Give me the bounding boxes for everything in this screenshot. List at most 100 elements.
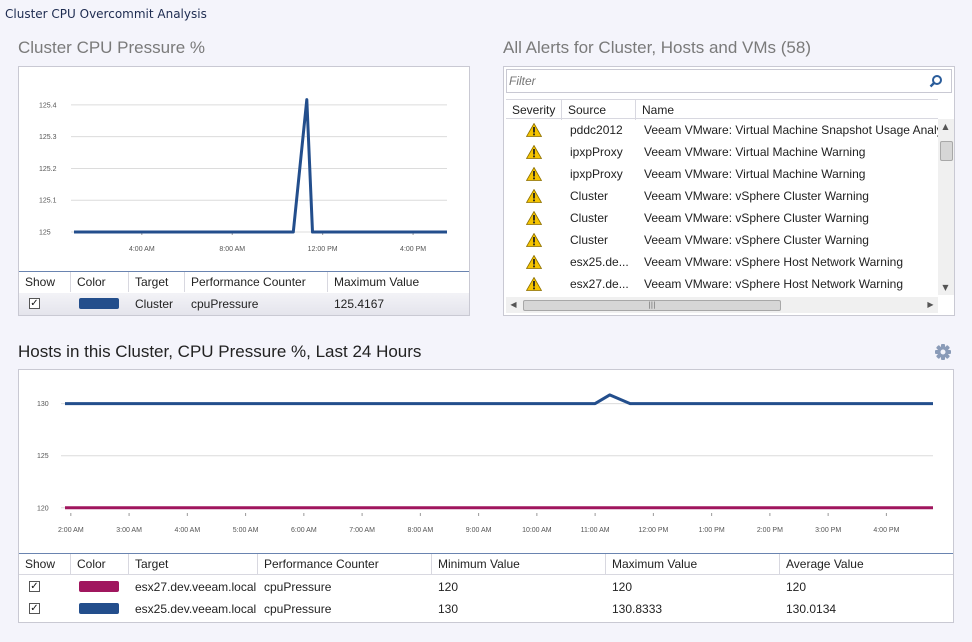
x-tick-label: 3:00 AM — [116, 527, 142, 534]
alerts-table: Severity Source Name pddc2012 Veeam VMwar… — [506, 99, 938, 295]
avg-value-cell: 120 — [786, 580, 807, 594]
col-name[interactable]: Name — [642, 103, 675, 117]
y-tick-label: 125.4 — [39, 102, 57, 109]
x-tick-label: 2:00 AM — [58, 527, 84, 534]
scroll-down-button[interactable]: ▼ — [942, 283, 949, 292]
warning-icon — [526, 189, 542, 203]
col-color[interactable]: Color — [71, 272, 129, 292]
table-row[interactable]: Cluster Veeam VMware: vSphere Cluster War… — [506, 229, 938, 251]
hosts-series-table: Show Color Target Performance Counter Mi… — [19, 553, 953, 623]
hosts-chart: 120 125 130 2:00 AM 3:00 AM 4:00 AM 5:00 AM 6:0… — [37, 393, 933, 534]
hosts-chart-title: Hosts in this Cluster, CPU Pressure %, L… — [18, 342, 422, 361]
warning-icon — [526, 255, 542, 269]
table-row[interactable]: Cluster Veeam VMware: vSphere Cluster War… — [506, 185, 938, 207]
warning-icon — [526, 123, 542, 137]
table-row[interactable]: pddc2012 Veeam VMware: Virtual Machine Sn… — [506, 119, 938, 141]
scroll-up-button[interactable]: ▲ — [942, 122, 949, 131]
min-value-cell: 120 — [438, 580, 459, 594]
x-tick-label: 7:00 AM — [349, 527, 375, 534]
alert-source: ipxpProxy — [570, 167, 623, 181]
alert-name: Veeam VMware: vSphere Cluster Warning — [644, 233, 869, 247]
min-value-cell: 130 — [438, 602, 459, 616]
warning-icon — [526, 211, 542, 225]
counter-cell: cpuPressure — [264, 580, 332, 594]
counter-cell: cpuPressure — [191, 297, 259, 311]
alert-name: Veeam VMware: vSphere Cluster Warning — [644, 211, 869, 225]
col-minimum-value[interactable]: Minimum Value — [432, 554, 606, 574]
table-row[interactable]: ipxpProxy Veeam VMware: Virtual Machine W… — [506, 141, 938, 163]
filter-box[interactable] — [506, 69, 952, 93]
x-tick-label: 4:00 PM — [400, 246, 426, 253]
gear-icon[interactable] — [934, 343, 952, 361]
horizontal-scroll-thumb[interactable]: ||| — [523, 300, 781, 311]
counter-cell: cpuPressure — [264, 602, 332, 616]
target-cell: esx27.dev.veeam.local — [135, 580, 257, 594]
y-tick-label: 125.1 — [39, 198, 57, 205]
alert-name: Veeam VMware: vSphere Cluster Warning — [644, 189, 869, 203]
alerts-horizontal-scrollbar[interactable]: ◀ ||| ▶ — [506, 297, 938, 313]
table-row[interactable]: ✓ esx27.dev.veeam.local cpuPressure 120 120 1… — [19, 576, 953, 598]
cluster-chart-panel: 125 125.1 125.2 125.3 125.4 4:00 AM 8:00 AM 12:… — [18, 66, 470, 316]
show-checkbox[interactable]: ✓ — [29, 298, 40, 309]
x-tick-label: 4:00 AM — [129, 246, 155, 253]
col-performance-counter[interactable]: Performance Counter — [185, 272, 328, 292]
scroll-right-button[interactable]: ▶ — [927, 300, 934, 309]
alert-name: Veeam VMware: Virtual Machine Warning — [644, 167, 866, 181]
cluster-chart-title: Cluster CPU Pressure % — [18, 38, 206, 57]
alerts-table-header: Severity Source Name — [506, 99, 938, 120]
x-tick-label: 12:00 PM — [638, 527, 668, 534]
x-tick-label: 4:00 AM — [174, 527, 200, 534]
target-cell: Cluster — [135, 297, 174, 311]
alerts-panel: Severity Source Name pddc2012 Veeam VMwar… — [503, 66, 955, 316]
filter-input[interactable] — [509, 72, 909, 89]
table-row[interactable]: ipxpProxy Veeam VMware: Virtual Machine W… — [506, 163, 938, 185]
x-tick-label: 9:00 AM — [466, 527, 492, 534]
col-show[interactable]: Show — [19, 554, 71, 574]
alert-name: Veeam VMware: vSphere Host Network Warni… — [644, 277, 903, 291]
x-tick-label: 2:00 PM — [757, 527, 783, 534]
cluster-table-header: Show Color Target Performance Counter Ma… — [19, 272, 469, 292]
alert-source: Cluster — [570, 233, 609, 247]
alerts-vertical-scrollbar[interactable]: ▲ ▼ — [938, 119, 954, 295]
table-row[interactable]: esx25.de... Veeam VMware: vSphere Host Ne… — [506, 251, 938, 273]
x-tick-label: 10:00 AM — [522, 527, 552, 534]
col-maximum-value[interactable]: Maximum Value — [334, 275, 420, 289]
col-performance-counter[interactable]: Performance Counter — [258, 554, 432, 574]
window-title: Cluster CPU Overcommit Analysis — [5, 7, 207, 21]
col-target[interactable]: Target — [129, 554, 258, 574]
table-row[interactable]: Cluster Veeam VMware: vSphere Cluster War… — [506, 207, 938, 229]
x-tick-label: 12:00 PM — [308, 246, 338, 253]
table-row[interactable]: ✓ Cluster cpuPressure 125.4167 — [19, 293, 469, 315]
y-tick-label: 130 — [37, 401, 49, 408]
search-icon[interactable] — [929, 74, 943, 88]
show-checkbox[interactable]: ✓ — [29, 603, 40, 614]
alert-source: Cluster — [570, 211, 609, 225]
x-tick-label: 11:00 AM — [581, 527, 610, 534]
col-severity[interactable]: Severity — [506, 100, 562, 120]
avg-value-cell: 130.0134 — [786, 602, 837, 616]
series-color-swatch — [79, 298, 119, 309]
col-show[interactable]: Show — [19, 272, 71, 292]
x-tick-label: 4:00 PM — [873, 527, 899, 534]
target-cell: esx25.dev.veeam.local — [135, 602, 257, 616]
warning-icon — [526, 167, 542, 181]
col-average-value[interactable]: Average Value — [786, 557, 864, 571]
max-value-cell: 130.8333 — [612, 602, 663, 616]
x-tick-label: 1:00 PM — [699, 527, 725, 534]
col-color[interactable]: Color — [71, 554, 129, 574]
series-color-swatch — [79, 603, 119, 614]
series-line — [74, 98, 447, 234]
show-checkbox[interactable]: ✓ — [29, 581, 40, 592]
alerts-title: All Alerts for Cluster, Hosts and VMs (5… — [503, 38, 811, 57]
scroll-left-button[interactable]: ◀ — [510, 300, 517, 309]
table-row[interactable]: ✓ esx25.dev.veeam.local cpuPressure 130 130.… — [19, 598, 953, 620]
warning-icon — [526, 233, 542, 247]
y-tick-label: 125 — [37, 453, 49, 460]
vertical-scroll-thumb[interactable] — [940, 141, 953, 161]
alert-name: Veeam VMware: vSphere Host Network Warni… — [644, 255, 903, 269]
col-source[interactable]: Source — [562, 100, 636, 120]
table-row[interactable]: esx27.de... Veeam VMware: vSphere Host Ne… — [506, 273, 938, 295]
col-target[interactable]: Target — [129, 272, 185, 292]
x-tick-label: 6:00 AM — [291, 527, 317, 534]
col-maximum-value[interactable]: Maximum Value — [606, 554, 780, 574]
